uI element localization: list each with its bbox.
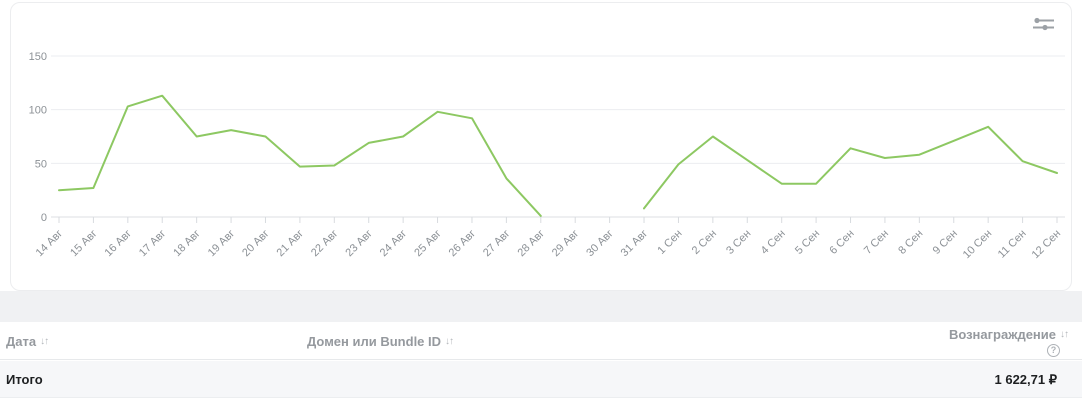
table-header-row: Дата ↓↑ Домен или Bundle ID ↓↑ Вознаграж… — [0, 322, 1082, 360]
x-axis-label: 19 Авг — [206, 228, 237, 259]
sort-icon[interactable]: ↓↑ — [1060, 328, 1069, 340]
x-axis-label: 24 Авг — [378, 228, 409, 259]
column-header-date[interactable]: Дата ↓↑ — [6, 322, 49, 360]
x-axis-label: 29 Авг — [550, 228, 581, 259]
y-axis-label: 0 — [41, 212, 47, 224]
x-axis-label: 1 Сен — [655, 228, 684, 257]
y-axis-label: 50 — [35, 158, 47, 170]
x-axis-label: 5 Сен — [793, 228, 822, 257]
x-axis-label: 4 Сен — [759, 228, 788, 257]
chart-card: 0 50 100 150 14 Авг 15 Авг 16 Авг 17 Авг 18 Авг 1… — [10, 2, 1072, 291]
x-axis-label: 20 Авг — [240, 228, 271, 259]
x-axis-label: 21 Авг — [275, 228, 306, 259]
x-axis-label: 30 Авг — [584, 228, 615, 259]
x-axis-label: 18 Авг — [171, 228, 202, 259]
x-axis-label: 17 Авг — [137, 228, 168, 259]
y-axis-label: 150 — [29, 51, 47, 63]
x-axis-label: 28 Авг — [515, 228, 546, 259]
column-header-date-label: Дата — [6, 333, 37, 349]
section-divider-band — [0, 291, 1082, 322]
column-header-domain[interactable]: Домен или Bundle ID ↓↑ — [307, 322, 454, 360]
revenue-line — [58, 94, 1058, 217]
column-header-reward-label: Вознаграждение — [948, 326, 1056, 342]
x-axis-label: 6 Сен — [827, 228, 856, 257]
total-value: 1 622,71 ₽ — [994, 371, 1058, 387]
x-axis-label: 8 Сен — [896, 228, 925, 257]
sort-icon[interactable]: ↓↑ — [40, 335, 49, 347]
sort-icon[interactable]: ↓↑ — [445, 335, 454, 347]
x-axis-label: 3 Сен — [724, 228, 753, 257]
x-axis-label: 9 Сен — [931, 228, 960, 257]
x-axis-label: 2 Сен — [690, 228, 719, 257]
x-axis-label: 14 Авг — [34, 228, 65, 259]
x-axis-label: 15 Авг — [68, 228, 99, 259]
sliders-icon — [1033, 17, 1054, 30]
total-label: Итого — [6, 372, 43, 387]
x-axis-label: 22 Авг — [309, 228, 340, 259]
x-axis-label: 26 Авг — [447, 228, 478, 259]
x-axis-label: 23 Авг — [343, 228, 374, 259]
column-header-reward[interactable]: Вознаграждение ↓↑ ? — [948, 326, 1069, 357]
help-icon[interactable]: ? — [1047, 344, 1060, 357]
x-axis-label: 12 Сен — [1030, 228, 1064, 262]
chart-settings-button[interactable] — [1031, 13, 1057, 35]
x-axis-label: 7 Сен — [862, 228, 891, 257]
payouts-table: Дата ↓↑ Домен или Bundle ID ↓↑ Вознаграж… — [0, 322, 1082, 403]
x-axis-label: 10 Сен — [961, 228, 995, 262]
x-axis-label: 31 Авг — [619, 228, 650, 259]
y-axis-label: 100 — [29, 105, 47, 117]
x-axis-label: 25 Авг — [412, 228, 443, 259]
column-header-domain-label: Домен или Bundle ID — [307, 333, 442, 349]
x-axis-label: 16 Авг — [102, 228, 133, 259]
table-total-row: Итого 1 622,71 ₽ — [0, 361, 1082, 398]
x-axis-label: 27 Авг — [481, 228, 512, 259]
x-axis-label: 11 Сен — [996, 228, 1029, 261]
